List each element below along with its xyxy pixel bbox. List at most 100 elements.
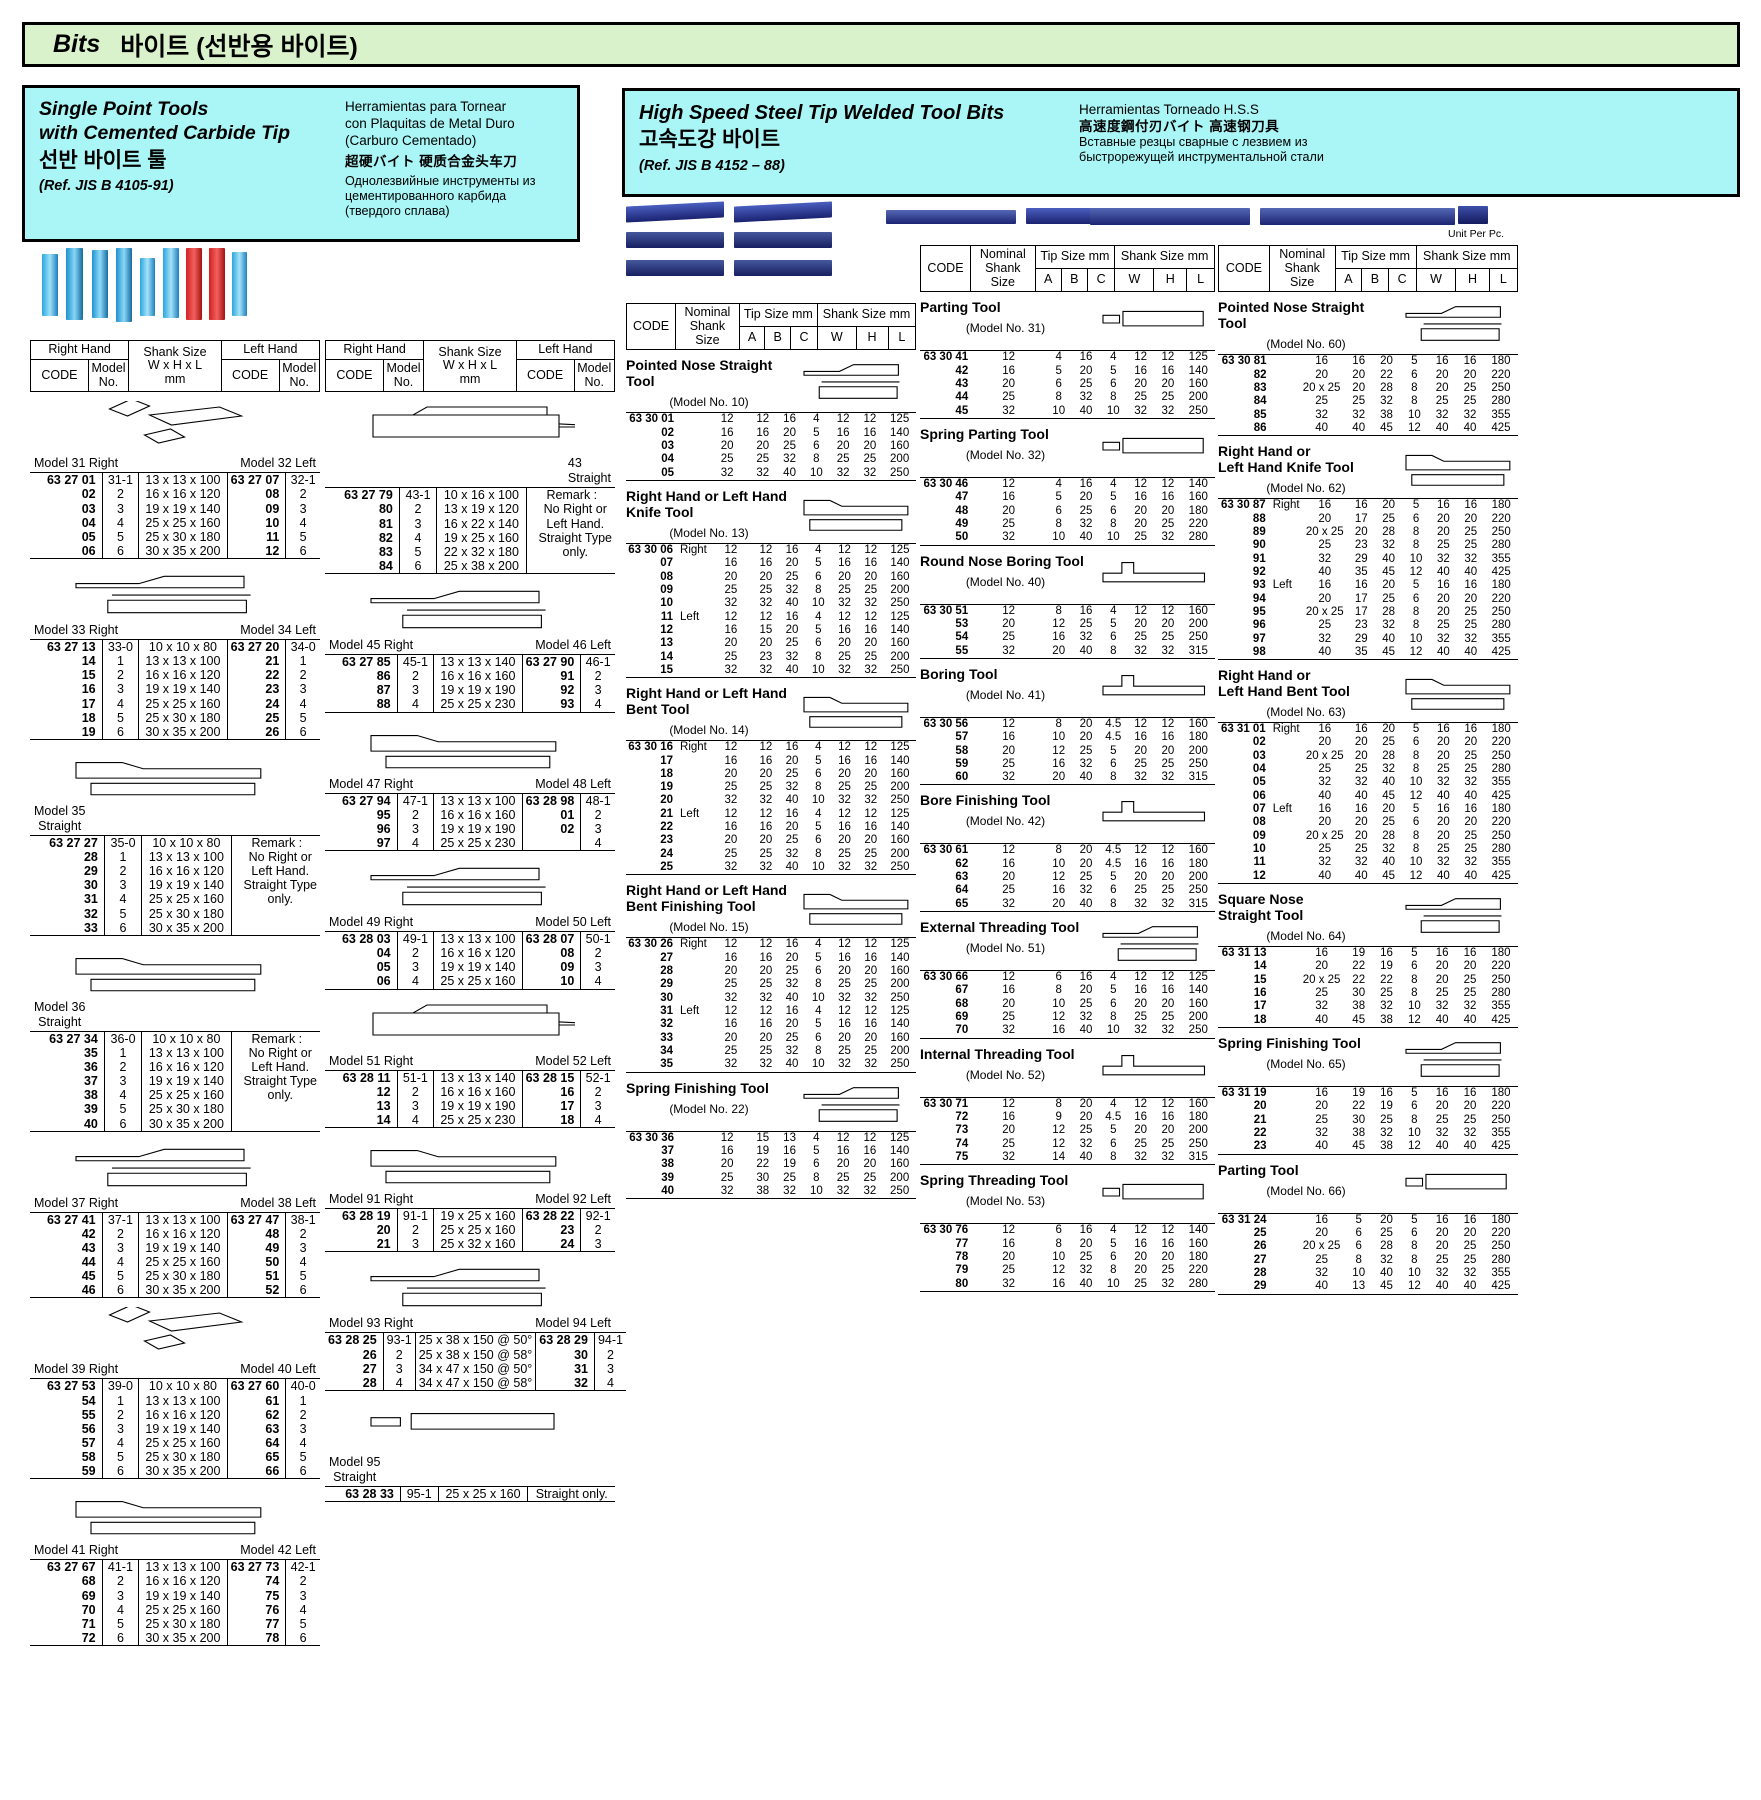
cell-shank-h: 12 xyxy=(1161,971,1175,984)
cell-code-right-hand: 36 xyxy=(83,1060,98,1074)
cell-tip-a: 20 xyxy=(759,965,773,978)
cell-tip-a: 19 xyxy=(1352,1087,1366,1100)
cell-tip-c: 8 xyxy=(1411,973,1418,986)
cell-tip-b: 20 xyxy=(1079,364,1093,377)
cell-shank-w: 32 xyxy=(1436,856,1450,869)
cell-nominal-shank: 20 xyxy=(1318,816,1332,829)
header-code-left: CODE xyxy=(325,358,384,393)
table-row: 02 16 16 20 5 16 16 140 xyxy=(626,427,916,440)
cell-hand xyxy=(1270,619,1302,632)
cell-tip-b: 28 xyxy=(1382,605,1396,618)
cell-shank-h: 16 xyxy=(864,1018,878,1031)
carbide-model-block: Model 41 Right Model 42 Left 63 27 67 41-1 1… xyxy=(30,1485,320,1646)
cell-shank-h: 32 xyxy=(1464,552,1478,565)
hss-tool-block: Spring Threading Tool (Model No. 53) 63 30… xyxy=(920,1172,1215,1293)
cell-code-left-hand: 63 27 73 xyxy=(226,1559,286,1575)
cell-tip-a: 12 xyxy=(1052,1011,1066,1024)
table-row: 15 32 32 40 10 32 32 250 xyxy=(626,664,916,678)
cell-shank-w: 32 xyxy=(1134,644,1147,657)
cell-tip-b: 28 xyxy=(1382,749,1396,762)
cell-tip-c: 4 xyxy=(1110,351,1117,364)
table-row: 58 20 12 25 5 20 20 200 xyxy=(920,745,1215,758)
header-w: W xyxy=(817,326,857,351)
cell-model-right-hand: 39-0 xyxy=(101,1378,139,1394)
cell-tip-a: 16 xyxy=(1352,355,1366,368)
cell-tip-b: 16 xyxy=(1380,1087,1393,1100)
cell-nominal-shank: 32 xyxy=(1318,552,1332,565)
cell-model-right-hand: 37-1 xyxy=(101,1212,139,1227)
cell-shank-h: 20 xyxy=(1463,960,1477,973)
cell-tip-a: 16 xyxy=(1052,1277,1066,1290)
cell-code: 20 xyxy=(1253,1100,1267,1113)
cell-shank-size: 19 x 19 x 190 xyxy=(433,821,523,836)
table-row: 31 Left 12 12 16 4 12 12 125 xyxy=(626,1005,916,1018)
model-caption-right: 43 Straight xyxy=(567,456,611,486)
carbide-spec-table: 63 27 13 33-0 10 x 10 x 80 63 27 20 34-0 14 1 1… xyxy=(30,639,320,740)
carbide-model-caption: Model 35 Straight xyxy=(30,804,320,835)
cell-shank-size: 13 x 13 x 140 xyxy=(433,1070,523,1085)
cell-shank-h: 25 xyxy=(1464,619,1478,632)
cell-tip-c: 12 xyxy=(1407,1280,1421,1293)
header-code: CODE xyxy=(920,244,971,293)
hss-spec-table: 63 31 19 16 19 16 5 16 16 180 20 20 22 19 6 20 20 220 21… xyxy=(1218,1086,1518,1155)
cell-model-right-hand: 95-1 xyxy=(399,1486,439,1502)
cell-shank-h: 32 xyxy=(1161,1024,1175,1037)
cell-shank-size: 10 x 10 x 80 xyxy=(141,1031,232,1046)
cell-shank-w: 12 xyxy=(1134,971,1147,984)
cell-shank-l: 160 xyxy=(1188,604,1208,617)
cell-tip-a: 17 xyxy=(1354,592,1368,605)
cell-tip-c: 8 xyxy=(1412,539,1420,552)
cell-tip-a: 16 xyxy=(1354,723,1368,736)
cell-nominal-shank: 40 xyxy=(1315,1280,1328,1293)
model-caption-right: Model 48 Left xyxy=(535,776,611,791)
cell-code-left-hand: 02 xyxy=(521,821,581,836)
hss-spec-table: 63 30 51 12 8 16 4 12 12 160 53 20 12 25 5 20 20 200 54 2… xyxy=(920,603,1215,659)
cell-tip-a: 25 xyxy=(1354,763,1368,776)
cell-code: 79 xyxy=(955,1264,969,1277)
cell-nominal-shank: 12 xyxy=(1002,717,1016,730)
carbide-model-caption: Model 41 Right Model 42 Left xyxy=(30,1543,320,1559)
bent-drawing xyxy=(75,761,262,796)
carbide-model-caption: Model 31 Right Model 32 Left xyxy=(30,456,320,472)
header-h: H xyxy=(1153,268,1188,293)
cell-tip-a: 32 xyxy=(1352,408,1366,421)
table-row: 59 25 16 32 6 25 25 250 xyxy=(920,758,1215,771)
cell-tip-a: 10 xyxy=(1352,1267,1366,1280)
tool-model-no: (Model No. 13) xyxy=(669,525,749,540)
table-row: 87 3 19 x 19 x 190 92 3 xyxy=(325,683,615,698)
cell-shank-w: 20 xyxy=(1436,736,1450,749)
cell-code-right-hand: 63 27 13 xyxy=(46,640,96,654)
cell-remark: Remark : No Right or Left Hand. Straight… xyxy=(525,487,615,574)
cell-tip-b: 45 xyxy=(1380,1280,1393,1293)
cell-shank-l: 355 xyxy=(1491,776,1511,789)
cell-tip-b: 32 xyxy=(783,1185,796,1198)
header-shank-size: Shank Size mm xyxy=(1415,244,1519,270)
cell-shank-w: 40 xyxy=(1435,421,1449,434)
cell-shank-w: 20 xyxy=(1435,973,1449,986)
cell-nominal-shank: 32 xyxy=(1315,1267,1328,1280)
cell-code-right-hand: 59 xyxy=(81,1464,96,1479)
table-row: 63 20 12 25 5 20 20 200 xyxy=(920,871,1215,884)
cell-model-left-hand: 50-1 xyxy=(580,931,615,947)
cell-code: 77 xyxy=(955,1237,969,1250)
cell-tip-a: 15 xyxy=(759,623,773,636)
cell-shank-h: 20 xyxy=(1463,368,1477,381)
cell-nominal-shank: 32 xyxy=(1002,1024,1016,1037)
carbide-spec-table: 63 27 67 41-1 13 x 13 x 100 63 27 73 42-1 68 2… xyxy=(30,1559,320,1646)
cell-model-left-hand: 4 xyxy=(285,515,320,530)
cell-shank-h: 32 xyxy=(1161,1277,1175,1290)
table-row: 18 5 25 x 30 x 180 25 5 xyxy=(30,710,320,725)
table-row: 04 25 25 32 8 25 25 280 xyxy=(1218,763,1518,776)
cell-code-right-hand: 69 xyxy=(81,1588,96,1603)
cell-tip-c: 5 xyxy=(1110,364,1117,377)
table-row: 04 25 25 32 8 25 25 200 xyxy=(626,453,916,466)
cell-model-left-hand: 5 xyxy=(285,1616,320,1631)
cell-tip-c: 10 xyxy=(811,663,825,676)
cell-hand xyxy=(677,624,709,637)
cell-shank-l: 140 xyxy=(1188,477,1208,490)
cell-shank-w: 16 xyxy=(838,623,851,636)
part-drawing xyxy=(1405,1173,1507,1190)
hss-tool-block: Square Nose Straight Tool (Model No. 64) 63… xyxy=(1218,891,1518,1029)
cell-shank-l: 250 xyxy=(890,466,910,479)
cell-shank-w: 25 xyxy=(1134,1277,1147,1290)
